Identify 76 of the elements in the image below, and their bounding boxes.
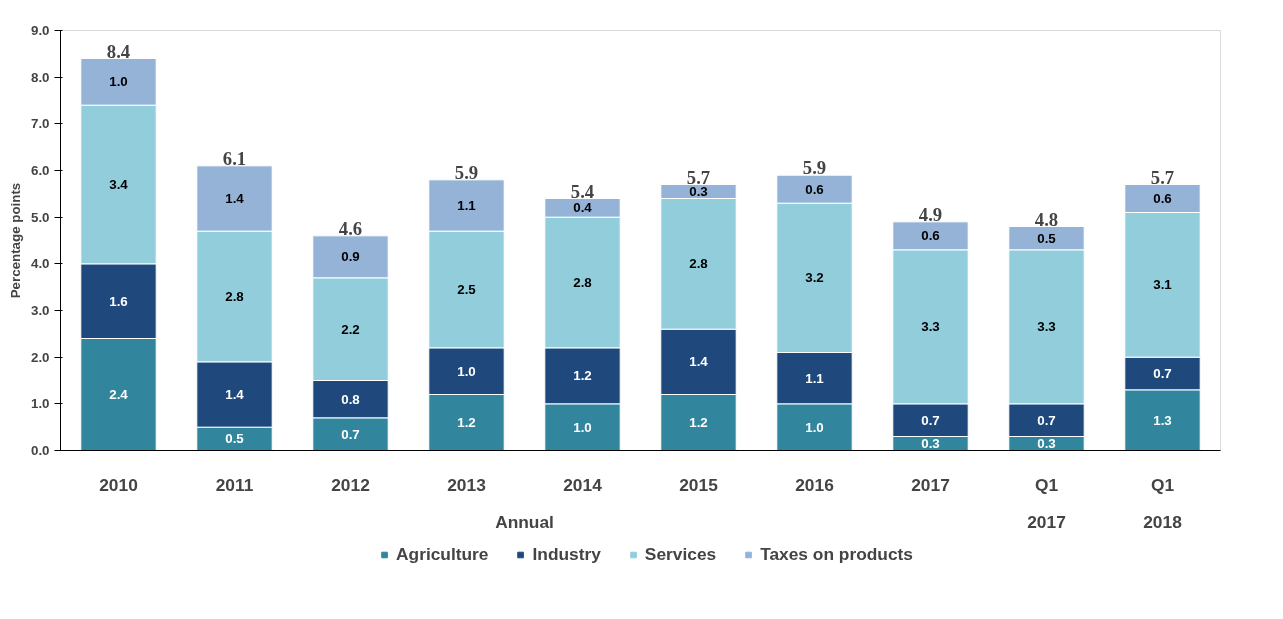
x-tick-label: 2013 (447, 474, 487, 495)
data-label: 0.3 (921, 436, 940, 451)
data-label: 1.0 (109, 74, 128, 90)
total-label: 5.9 (454, 161, 479, 183)
x-tick-label: 2010 (99, 474, 138, 495)
x-tick-label: Q1 (1150, 474, 1175, 495)
y-tick-label: 2.0 (30, 349, 50, 365)
data-label: 1.6 (109, 293, 128, 309)
data-label: 0.9 (341, 249, 360, 265)
data-label: 3.3 (1037, 319, 1056, 335)
x-tick-label: Q1 (1034, 474, 1059, 495)
data-label: 0.4 (573, 200, 593, 216)
y-tick-label: 4.0 (30, 256, 50, 272)
legend-label: Services (644, 543, 717, 565)
data-label: 0.6 (805, 181, 824, 197)
data-label: 0.7 (1153, 366, 1172, 381)
data-label: 0.5 (225, 431, 245, 447)
y-tick-label: 6.0 (30, 163, 50, 178)
x-tick-label: 2012 (331, 474, 370, 495)
data-label: 1.4 (225, 191, 245, 206)
x-tick-label: 2017 (911, 474, 950, 495)
data-label: 1.1 (457, 198, 477, 213)
data-label: 0.6 (921, 228, 940, 244)
data-label: 3.4 (109, 177, 129, 192)
total-label: 6.1 (222, 147, 247, 169)
x-tick-label: 2016 (795, 474, 835, 495)
data-label: 0.5 (1037, 230, 1057, 246)
data-label: 2.5 (457, 282, 477, 297)
total-label: 8.4 (106, 40, 131, 62)
data-label: 2.4 (109, 387, 129, 402)
text: Annual (495, 511, 554, 532)
data-label: 2.8 (573, 275, 592, 290)
text: 2017 (1027, 511, 1066, 532)
legend-label: Taxes on products (760, 543, 913, 565)
legend-label: Industry (532, 543, 601, 565)
data-label: 1.4 (689, 354, 709, 370)
data-label: 0.6 (1153, 191, 1172, 206)
data-label: 3.2 (805, 270, 824, 286)
data-label: 3.1 (1153, 277, 1173, 293)
y-axis-title: Percentage points (7, 182, 23, 299)
data-label: 0.7 (921, 412, 940, 428)
x-tick-label: 2011 (215, 474, 254, 495)
data-label: 1.0 (457, 363, 476, 379)
data-label: 3.3 (921, 319, 940, 335)
data-label: 1.1 (805, 370, 825, 386)
total-label: 5.9 (802, 157, 827, 179)
data-label: 2.8 (225, 289, 244, 304)
x-tick-label: 2014 (563, 474, 603, 495)
data-label: 1.2 (457, 415, 476, 430)
y-tick-label: 5.0 (30, 209, 50, 225)
data-label: 1.0 (573, 419, 592, 435)
x-tick-label: 2015 (679, 474, 719, 495)
data-label: 0.7 (341, 426, 360, 442)
data-label: 1.3 (1153, 412, 1172, 428)
total-label: 5.7 (1150, 166, 1175, 188)
y-tick-label: 9.0 (30, 23, 50, 38)
total-label: 4.8 (1034, 208, 1059, 230)
y-tick-label: 3.0 (30, 303, 50, 318)
data-label: 0.3 (1037, 436, 1056, 451)
data-label: 2.8 (689, 256, 708, 272)
total-label: 4.6 (338, 217, 363, 239)
data-label: 1.2 (573, 368, 592, 384)
total-label: 5.4 (570, 180, 595, 202)
y-tick-label: 0.0 (30, 443, 50, 458)
data-label: 1.4 (225, 387, 245, 402)
data-label: 2.2 (341, 321, 360, 337)
y-tick-label: 1.0 (30, 396, 50, 412)
total-label: 4.9 (918, 203, 943, 225)
data-label: 1.0 (805, 419, 824, 435)
data-label: 1.2 (689, 415, 708, 430)
y-tick-label: 7.0 (30, 116, 50, 132)
data-label: 0.8 (341, 391, 360, 407)
y-tick-label: 8.0 (30, 69, 50, 85)
data-label: 0.7 (1037, 412, 1056, 428)
legend-label: Agriculture (396, 543, 489, 565)
text: 2018 (1143, 511, 1183, 532)
